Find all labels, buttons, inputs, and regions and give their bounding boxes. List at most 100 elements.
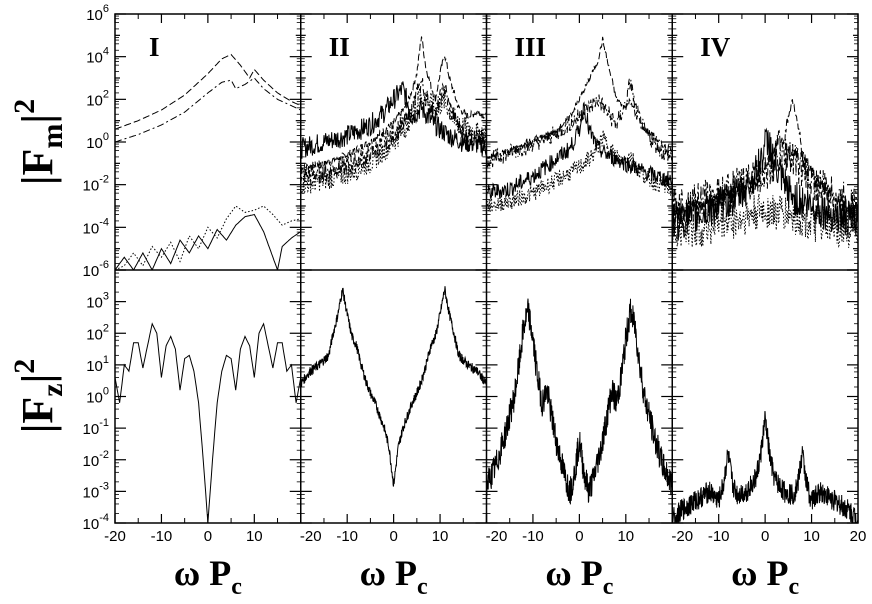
series-solid-line <box>300 81 487 159</box>
series-dashed-line <box>300 36 487 172</box>
series-dotted-line <box>486 129 673 214</box>
x-tick-label: -20 <box>486 528 508 545</box>
series-solid-line <box>300 286 487 487</box>
x-tick-label: -20 <box>104 528 126 545</box>
panel-label: I <box>149 32 160 62</box>
y-tick-label: 104 <box>86 46 109 67</box>
x-tick-label: 10 <box>432 528 449 545</box>
bottom-panel-4-series <box>672 410 858 523</box>
y-tick-label: 103 <box>86 291 109 312</box>
x-title-main: ω P <box>174 553 231 593</box>
top-y-axis-title: |Fm|2 <box>8 99 69 185</box>
x-tick-label: -10 <box>151 528 173 545</box>
x-axis-title: ω Pc <box>545 553 613 600</box>
x-title-sub: c <box>788 574 799 600</box>
y-title-main: |F <box>13 397 62 434</box>
y-tick-base: 10 <box>86 92 103 109</box>
y-tick-exp: 2 <box>103 322 109 334</box>
x-tick-label: -20 <box>300 528 322 545</box>
y-tick-base: 10 <box>86 135 103 152</box>
x-title-sub: c <box>231 574 242 600</box>
series-dotted-line <box>115 205 301 270</box>
y-tick-exp: 1 <box>103 354 109 366</box>
x-axis-title: ω Pc <box>731 553 799 600</box>
bottom-panel-2-series <box>300 286 487 487</box>
x-tick-label: -10 <box>522 528 544 545</box>
top-panel-4-series <box>672 99 858 249</box>
top-panel-2-series <box>300 36 487 195</box>
x-tick-label: 10 <box>246 528 263 545</box>
x-title-main: ω P <box>360 553 417 593</box>
y-tick-label: 102 <box>86 88 109 109</box>
y-tick-base: 10 <box>83 178 100 195</box>
y-title-sup: 2 <box>8 99 41 114</box>
y-title-sub: z <box>36 383 69 396</box>
y-tick-base: 10 <box>83 484 100 501</box>
y-tick-label: 101 <box>86 354 109 375</box>
y-title-main: |F <box>13 149 62 186</box>
y-tick-label: 10-4 <box>83 512 109 533</box>
series-solid-line <box>672 127 858 241</box>
y-title-sub: m <box>36 124 69 149</box>
series-solid-line <box>115 322 301 523</box>
y-tick-exp: -6 <box>99 259 109 271</box>
top-panel-1-series <box>115 53 301 270</box>
bottom-panel-1-series <box>115 322 301 523</box>
y-title-sup: 2 <box>8 359 41 374</box>
y-tick-base: 10 <box>86 295 103 312</box>
y-tick-base: 10 <box>83 516 100 533</box>
y-tick-label: 100 <box>86 131 109 152</box>
y-tick-label: 10-1 <box>83 417 109 438</box>
y-tick-base: 10 <box>86 358 103 375</box>
series-solid-line <box>672 410 858 523</box>
y-tick-base: 10 <box>86 50 103 67</box>
y-tick-exp: -4 <box>99 216 109 228</box>
y-title-pipe: | <box>13 374 62 384</box>
y-tick-exp: 2 <box>103 88 109 100</box>
x-axis-title: ω Pc <box>174 553 242 600</box>
x-tick-label: 0 <box>761 528 769 545</box>
y-tick-exp: 6 <box>103 3 109 15</box>
y-tick-exp: -2 <box>99 174 109 186</box>
x-title-main: ω P <box>731 553 788 593</box>
x-tick-label: 0 <box>389 528 397 545</box>
x-title-sub: c <box>603 574 614 600</box>
x-tick-label: 20 <box>850 528 867 545</box>
series-dotted-line <box>672 193 858 249</box>
y-tick-base: 10 <box>86 390 103 407</box>
series-dashdot-line <box>300 78 487 184</box>
x-tick-label: 0 <box>204 528 212 545</box>
y-tick-label: 102 <box>86 322 109 343</box>
svg-text:|Fm|2: |Fm|2 <box>8 99 69 185</box>
x-axis-title: ω Pc <box>360 553 428 600</box>
series-dashdot-line <box>486 78 673 170</box>
y-tick-exp: -2 <box>99 449 109 461</box>
bottom-panel-3-series <box>486 298 673 505</box>
y-tick-exp: -3 <box>99 480 109 492</box>
y-tick-exp: 0 <box>103 131 109 143</box>
y-title-pipe: | <box>13 114 62 124</box>
panel-label: IV <box>700 32 731 62</box>
y-tick-base: 10 <box>83 421 100 438</box>
series-dashed-line <box>486 36 673 161</box>
bottom-y-axis-title: |Fz|2 <box>8 359 69 434</box>
series-solid-line <box>486 298 673 505</box>
y-tick-exp: 3 <box>103 291 109 303</box>
y-tick-base: 10 <box>83 263 100 280</box>
x-title-main: ω P <box>545 553 602 593</box>
y-tick-label: 100 <box>86 386 109 407</box>
x-tick-label: -10 <box>336 528 358 545</box>
series-solid-line <box>115 213 301 270</box>
svg-text:|Fz|2: |Fz|2 <box>8 359 69 434</box>
y-tick-exp: 4 <box>103 46 109 58</box>
x-tick-label: -10 <box>708 528 730 545</box>
x-tick-label: -20 <box>671 528 693 545</box>
y-tick-label: 10-3 <box>83 480 109 501</box>
y-tick-label: 10-2 <box>83 449 109 470</box>
top-panel-3-series <box>486 36 673 214</box>
y-tick-base: 10 <box>83 220 100 237</box>
y-tick-exp: -4 <box>99 512 109 524</box>
y-tick-exp: 0 <box>103 386 109 398</box>
y-tick-base: 10 <box>86 326 103 343</box>
